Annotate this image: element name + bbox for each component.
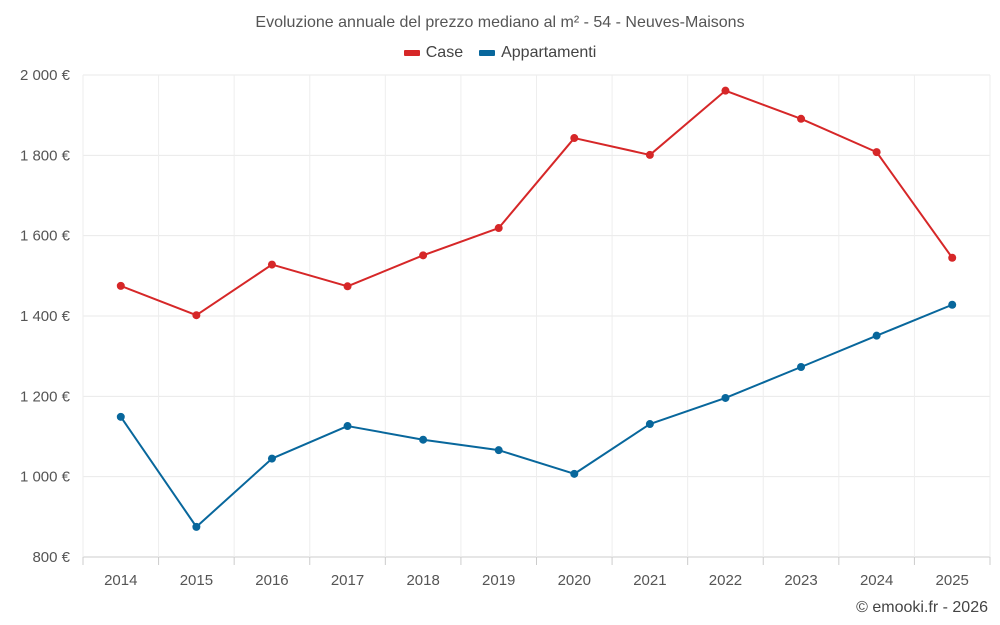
data-point-case[interactable] (192, 311, 201, 320)
x-tick-label: 2023 (784, 572, 817, 589)
data-point-case[interactable] (948, 253, 957, 262)
footer-credit: © emooki.fr - 2026 (856, 599, 988, 616)
data-point-case[interactable] (872, 148, 881, 157)
data-point-appartamenti[interactable] (797, 363, 806, 372)
data-point-case[interactable] (797, 114, 806, 123)
data-point-appartamenti[interactable] (570, 469, 579, 478)
legend-label-appartamenti: Appartamenti (501, 44, 597, 61)
series-line-case (120, 89, 954, 317)
y-tick-label: 1 800 € (20, 147, 71, 164)
legend-item-appartamenti[interactable]: Appartamenti (479, 44, 596, 62)
data-point-appartamenti[interactable] (116, 412, 125, 421)
chart-title: Evoluzione annuale del prezzo mediano al… (255, 14, 745, 31)
series-line-appartamenti (119, 303, 953, 528)
y-tick-label: 1 600 € (20, 228, 71, 245)
grid-layer (82, 74, 991, 558)
y-tick-label: 1 000 € (20, 469, 71, 486)
data-point-case[interactable] (645, 150, 654, 159)
x-tick-label: 2015 (180, 572, 213, 589)
data-point-case[interactable] (721, 86, 730, 95)
x-tick-label: 2018 (406, 572, 439, 589)
data-point-appartamenti[interactable] (645, 420, 654, 429)
x-tick-label: 2022 (709, 572, 742, 589)
data-point-appartamenti[interactable] (494, 446, 503, 455)
data-point-appartamenti[interactable] (343, 422, 352, 431)
chart-legend: Case Appartamenti (0, 44, 1000, 62)
y-tick-label: 800 € (32, 549, 70, 566)
data-point-case[interactable] (116, 281, 125, 290)
y-tick-label: 1 200 € (20, 388, 71, 405)
data-point-appartamenti[interactable] (419, 435, 428, 444)
data-point-case[interactable] (267, 260, 276, 269)
data-point-appartamenti[interactable] (267, 454, 276, 463)
data-point-appartamenti[interactable] (721, 393, 730, 402)
y-tick-label: 1 400 € (20, 308, 71, 325)
legend-label-case: Case (425, 44, 464, 61)
legend-swatch-case (403, 50, 420, 56)
x-tick-label: 2025 (936, 572, 969, 589)
data-point-case[interactable] (419, 251, 428, 260)
x-tick-label: 2016 (255, 572, 288, 589)
data-point-appartamenti[interactable] (948, 300, 957, 309)
x-tick-label: 2024 (860, 572, 893, 589)
axis-layer: 800 € 1 000 € 1 200 € 1 400 € 1 600 € 1 800 €… (20, 67, 991, 589)
x-tick-label: 2021 (633, 572, 666, 589)
legend-swatch-appartamenti (479, 50, 496, 56)
y-tick-label: 2 000 € (20, 67, 71, 84)
data-point-case[interactable] (570, 134, 579, 143)
x-tick-label: 2014 (104, 572, 137, 589)
data-point-case[interactable] (494, 224, 503, 233)
x-tick-label: 2019 (482, 572, 515, 589)
data-point-case[interactable] (343, 282, 352, 291)
data-point-appartamenti[interactable] (872, 331, 881, 340)
legend-item-case[interactable]: Case (403, 44, 464, 62)
x-tick-label: 2020 (558, 572, 591, 589)
x-tick-label: 2017 (331, 572, 364, 589)
series-layer (116, 86, 957, 531)
data-point-appartamenti[interactable] (192, 522, 201, 531)
